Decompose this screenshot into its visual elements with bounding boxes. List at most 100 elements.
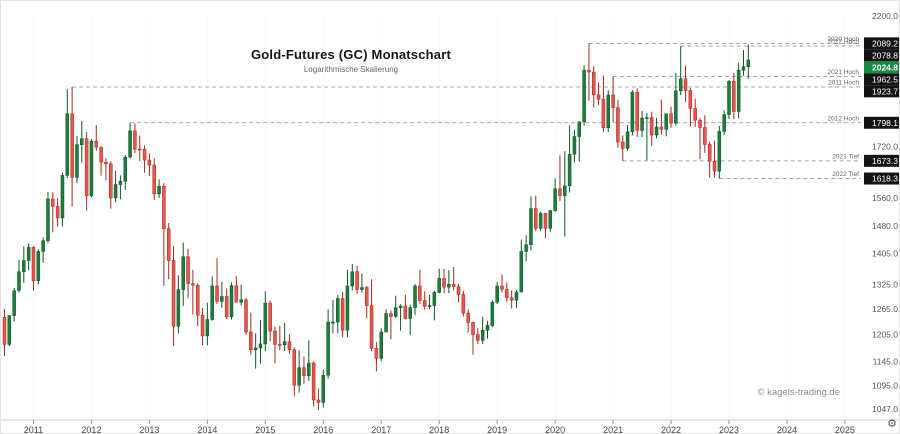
candle-body <box>572 136 577 155</box>
candle-body <box>432 292 437 306</box>
level-price-badge <box>864 172 899 185</box>
candle-body <box>606 94 610 129</box>
candle-body <box>46 198 50 241</box>
candle-body <box>683 78 688 91</box>
candle-body <box>732 80 736 112</box>
candle-body <box>234 285 239 303</box>
candle-body <box>200 314 205 337</box>
candle-body <box>674 90 678 124</box>
candle-body <box>220 296 224 302</box>
candle-body <box>379 331 383 359</box>
candle-body <box>191 283 195 286</box>
candle-body <box>263 302 268 345</box>
candle-body <box>384 313 388 333</box>
candle-body <box>645 117 649 119</box>
level-price-badge-text: 1923.7 <box>872 86 898 96</box>
candle-body <box>664 113 668 130</box>
candle-body <box>678 78 683 92</box>
level-price-badge-text: 1798.1 <box>872 118 898 128</box>
candle-body <box>698 119 702 128</box>
level-label: 2022 Tief <box>832 171 859 178</box>
x-axis-year-label: 2024 <box>777 425 797 434</box>
candle-body <box>369 305 374 349</box>
x-axis-year-label: 2017 <box>371 425 391 434</box>
level-label: 2022 Hoch <box>828 38 860 45</box>
y-axis-tick-label: 1265.0 <box>872 304 898 314</box>
candle-body <box>340 298 345 331</box>
candle-body <box>476 334 480 341</box>
candle-body <box>123 156 127 182</box>
candle-body <box>94 140 99 148</box>
candle-body <box>171 260 176 327</box>
candle-body <box>437 278 441 293</box>
y-axis-tick-label: 1047.0 <box>872 404 898 414</box>
candle-body <box>157 185 161 195</box>
candle-body <box>268 302 272 332</box>
candle-body <box>461 294 466 314</box>
candle-body <box>649 117 654 136</box>
candle-body <box>500 285 504 290</box>
candle-body <box>302 367 306 376</box>
level-price-badge-text: 1618.3 <box>872 174 898 184</box>
y-axis-tick-label: 1720.0 <box>872 141 898 151</box>
candle-body <box>736 69 741 112</box>
level-label: 2021 Tief <box>832 153 859 160</box>
candle-body <box>620 141 625 149</box>
candle-body <box>273 330 277 345</box>
candle-body <box>693 108 697 121</box>
candle-body <box>253 347 258 351</box>
candle-body <box>70 113 74 178</box>
candle-body <box>490 301 495 326</box>
candle-body <box>244 299 248 333</box>
candle-body <box>297 367 301 386</box>
candle-body <box>727 80 731 115</box>
candle-body <box>147 159 152 166</box>
candle-body <box>553 188 557 211</box>
candle-body <box>195 284 200 316</box>
candle-body <box>287 341 292 351</box>
candle-body <box>577 121 582 137</box>
y-axis-ticks: 2200.0 1720.0 1560.0 1480.0 1405.0 1325.0 1265… <box>872 11 898 414</box>
candle-body <box>22 260 26 272</box>
candle-body <box>2 317 7 345</box>
candle-body <box>17 271 21 291</box>
settings-gear-icon[interactable]: ⚙ <box>887 418 897 430</box>
price-badges: 2089.2 2078.8 2024.8 1962.5 1923.7 1798.1 1673… <box>864 37 899 185</box>
candle-body <box>84 138 89 197</box>
x-axis-year-label: 2019 <box>487 425 507 434</box>
candle-body <box>278 344 282 346</box>
candle-body <box>181 256 185 290</box>
y-axis-tick-label: 1325.0 <box>872 279 898 289</box>
candle-body <box>408 307 412 319</box>
x-axis-year-label: 2014 <box>197 425 217 434</box>
candle-body <box>239 299 243 303</box>
y-axis-tick-label: 1480.0 <box>872 221 898 231</box>
candle-body <box>703 127 707 145</box>
candles[interactable] <box>2 43 751 411</box>
candle-body <box>538 213 543 229</box>
candle-body <box>307 362 311 376</box>
candle-body <box>442 278 446 288</box>
x-axis-year-label: 2016 <box>313 425 333 434</box>
candle-body <box>587 69 591 73</box>
candle-body <box>471 322 475 335</box>
candle-body <box>316 399 321 403</box>
candle-body <box>640 117 644 131</box>
candle-body <box>26 247 31 261</box>
candle-body <box>249 331 253 351</box>
candle-body <box>205 319 210 337</box>
y-axis-tick-label: 1560.0 <box>872 193 898 203</box>
candle-body <box>514 291 519 301</box>
candle-body <box>75 144 79 178</box>
candle-body <box>712 161 717 172</box>
candle-body <box>31 247 36 282</box>
candle-body <box>51 198 55 207</box>
candle-body <box>389 313 393 317</box>
y-axis-tick-label: 1095.0 <box>872 380 898 390</box>
candle-body <box>524 244 528 252</box>
candle-body <box>331 321 335 324</box>
candle-body <box>519 251 524 293</box>
candle-body <box>166 228 171 261</box>
candle-body <box>422 300 427 307</box>
